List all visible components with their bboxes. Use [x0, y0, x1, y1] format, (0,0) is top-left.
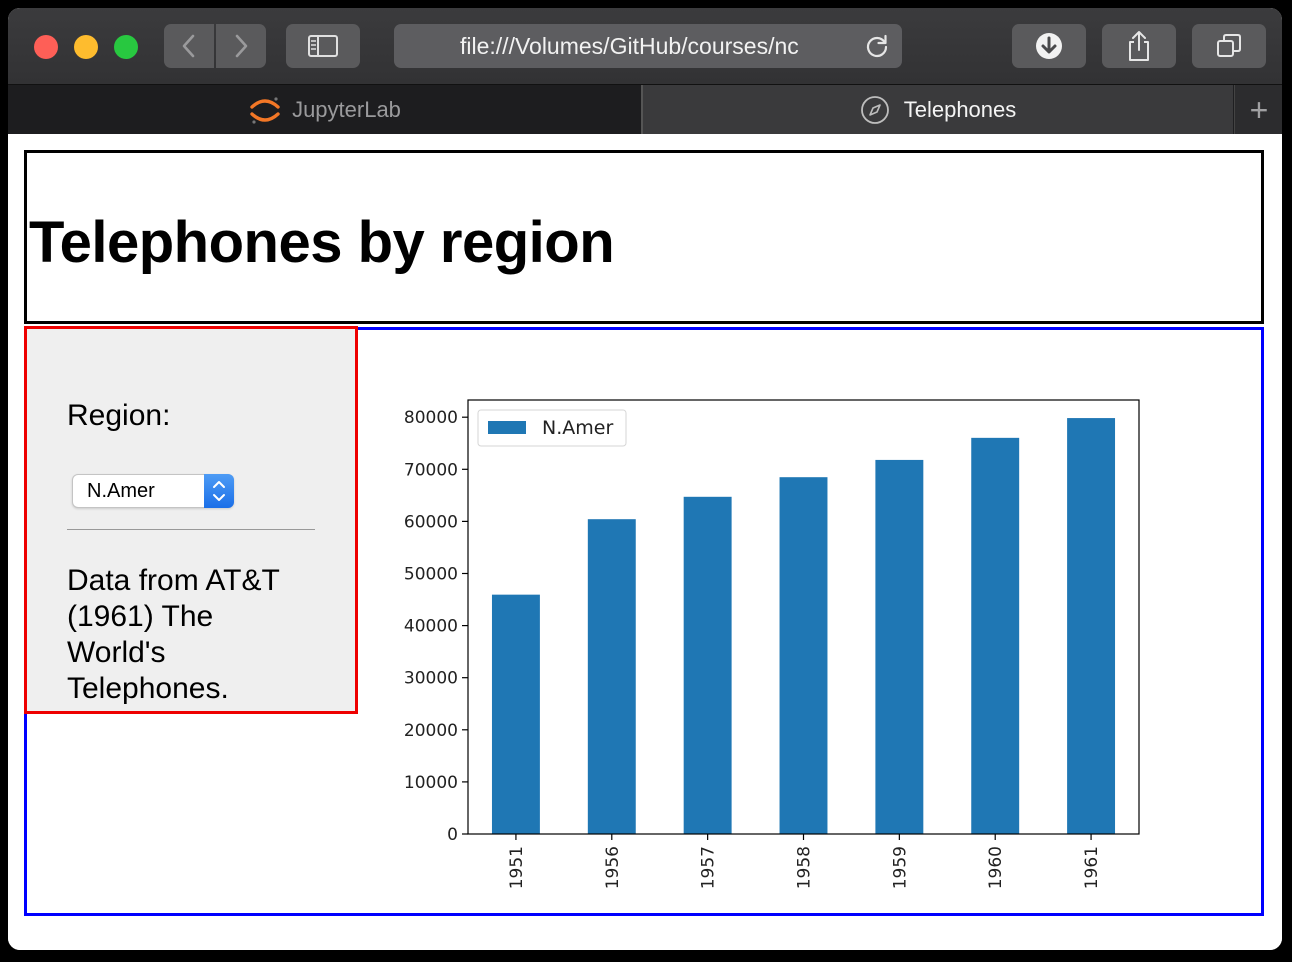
- url-text[interactable]: file:///Volumes/GitHub/courses/nc: [460, 33, 799, 59]
- back-button[interactable]: [164, 24, 214, 68]
- bar-1960: [971, 437, 1020, 834]
- x-tick-label: 1958: [795, 846, 815, 889]
- reload-icon[interactable]: [864, 33, 890, 59]
- zoom-window-button[interactable]: [114, 35, 138, 59]
- legend-swatch: [488, 421, 526, 434]
- y-tick-label: 20000: [404, 721, 458, 741]
- region-select-value: N.Amer: [87, 480, 155, 502]
- tab-label: Telephones: [903, 97, 1017, 122]
- title-bar: file:///Volumes/GitHub/courses/nc: [8, 8, 1282, 84]
- y-tick-label: 60000: [404, 512, 458, 532]
- bar-1961: [1067, 418, 1116, 834]
- sidebar-icon: [308, 35, 338, 57]
- bar-1951: [491, 594, 540, 834]
- browser-window: file:///Volumes/GitHub/courses/nc: [8, 8, 1282, 950]
- jupyter-logo-icon: [250, 97, 280, 124]
- x-tick-label: 1957: [699, 846, 719, 889]
- bar-1958: [779, 477, 828, 834]
- url-fade: [800, 24, 842, 68]
- tab-divider: [641, 85, 643, 135]
- divider: [67, 529, 315, 530]
- plot-frame: [467, 399, 1140, 835]
- x-tick-label: 1956: [603, 846, 623, 889]
- download-icon: [1036, 33, 1062, 59]
- source-note: Data from AT&T (1961) The World's Teleph…: [67, 564, 280, 705]
- y-tick-label: 10000: [404, 773, 458, 793]
- chevron-left-icon: [182, 34, 195, 58]
- forward-button[interactable]: [216, 24, 266, 68]
- y-tick-label: 80000: [404, 408, 458, 428]
- y-tick-label: 50000: [404, 564, 458, 584]
- y-tick-label: 30000: [404, 669, 458, 689]
- tabs-icon: [1217, 34, 1241, 57]
- region-label: Region:: [67, 399, 171, 432]
- tab-label: JupyterLab: [292, 97, 401, 122]
- plus-icon: +: [1249, 91, 1269, 128]
- legend-label: N.Amer: [542, 417, 613, 439]
- page-content: Telephones by region Region: N.Amer Data…: [8, 134, 1282, 950]
- tab-telephones[interactable]: Telephones: [643, 85, 1233, 135]
- compass-icon: [860, 96, 889, 124]
- share-icon: [1129, 31, 1149, 61]
- tab-jupyterlab[interactable]: JupyterLab: [8, 85, 641, 135]
- select-arrows-icon: [204, 474, 234, 508]
- address-bar[interactable]: file:///Volumes/GitHub/courses/nc: [394, 24, 902, 68]
- y-tick-label: 0: [447, 825, 458, 845]
- sidebar-toggle-button[interactable]: [286, 24, 360, 68]
- downloads-button[interactable]: [1012, 24, 1086, 68]
- controls-panel: Region: N.Amer Data from AT&T (1961) The…: [24, 326, 358, 714]
- tab-bar: JupyterLab Telephones +: [8, 84, 1282, 135]
- bar-1957: [683, 496, 732, 834]
- telephones-bar-chart: 0 10000 20000 30000 40000 50000 60000 70000 8000…: [404, 399, 1140, 889]
- y-tick-label: 70000: [404, 460, 458, 480]
- page-title: Telephones by region: [29, 210, 615, 275]
- minimize-window-button[interactable]: [74, 35, 98, 59]
- x-tick-label: 1960: [986, 846, 1006, 889]
- y-tick-label: 40000: [404, 617, 458, 637]
- region-select[interactable]: N.Amer: [72, 474, 234, 508]
- x-tick-label: 1961: [1082, 846, 1102, 889]
- chevron-right-icon: [235, 34, 248, 58]
- bar-1956: [587, 519, 636, 834]
- new-tab-button[interactable]: +: [1234, 85, 1282, 135]
- header-box: Telephones by region: [24, 150, 1264, 324]
- close-window-button[interactable]: [34, 35, 58, 59]
- legend-box: [477, 409, 627, 447]
- tab-overview-button[interactable]: [1192, 24, 1266, 68]
- x-tick-label: 1951: [507, 846, 527, 889]
- bar-1959: [875, 459, 924, 834]
- x-tick-label: 1959: [890, 846, 910, 889]
- share-button[interactable]: [1102, 24, 1176, 68]
